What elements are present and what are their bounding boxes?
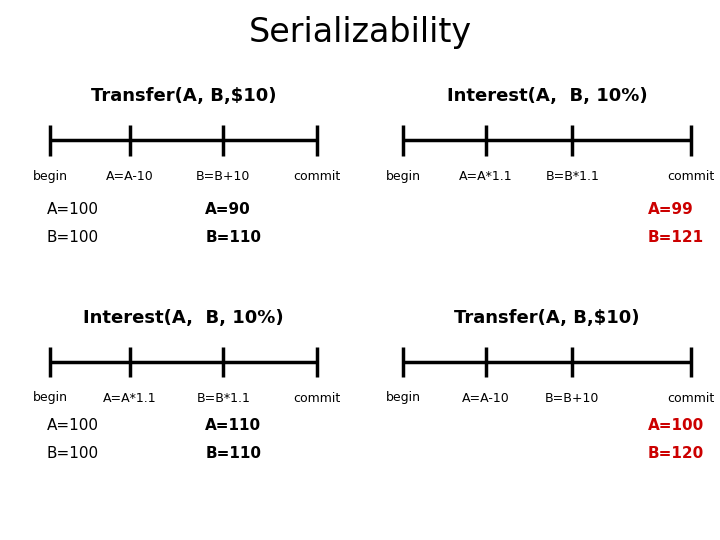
Text: A=90: A=90 [205, 202, 251, 218]
Text: commit: commit [293, 170, 341, 183]
Text: A=99: A=99 [648, 202, 694, 218]
Text: Interest(A,  B, 10%): Interest(A, B, 10%) [84, 309, 284, 327]
Text: B=B+10: B=B+10 [545, 392, 600, 404]
Text: A=A*1.1: A=A*1.1 [103, 392, 156, 404]
Text: A=110: A=110 [205, 418, 261, 434]
Text: commit: commit [293, 392, 341, 404]
Text: B=110: B=110 [205, 446, 261, 461]
Text: Transfer(A, B,$10): Transfer(A, B,$10) [91, 87, 276, 105]
Text: Interest(A,  B, 10%): Interest(A, B, 10%) [447, 87, 647, 105]
Text: B=121: B=121 [648, 230, 704, 245]
Text: B=B+10: B=B+10 [196, 170, 251, 183]
Text: B=B*1.1: B=B*1.1 [546, 170, 599, 183]
Text: B=120: B=120 [648, 446, 704, 461]
Text: begin: begin [386, 392, 420, 404]
Text: Transfer(A, B,$10): Transfer(A, B,$10) [454, 309, 640, 327]
Text: A=A*1.1: A=A*1.1 [459, 170, 513, 183]
Text: B=100: B=100 [47, 230, 99, 245]
Text: A=A-10: A=A-10 [462, 392, 510, 404]
Text: A=100: A=100 [47, 202, 99, 218]
Text: commit: commit [667, 170, 715, 183]
Text: begin: begin [386, 170, 420, 183]
Text: A=A-10: A=A-10 [106, 170, 153, 183]
Text: B=100: B=100 [47, 446, 99, 461]
Text: begin: begin [33, 170, 68, 183]
Text: begin: begin [33, 392, 68, 404]
Text: A=100: A=100 [47, 418, 99, 434]
Text: B=B*1.1: B=B*1.1 [197, 392, 250, 404]
Text: A=100: A=100 [648, 418, 704, 434]
Text: Serializability: Serializability [248, 16, 472, 49]
Text: commit: commit [667, 392, 715, 404]
Text: B=110: B=110 [205, 230, 261, 245]
